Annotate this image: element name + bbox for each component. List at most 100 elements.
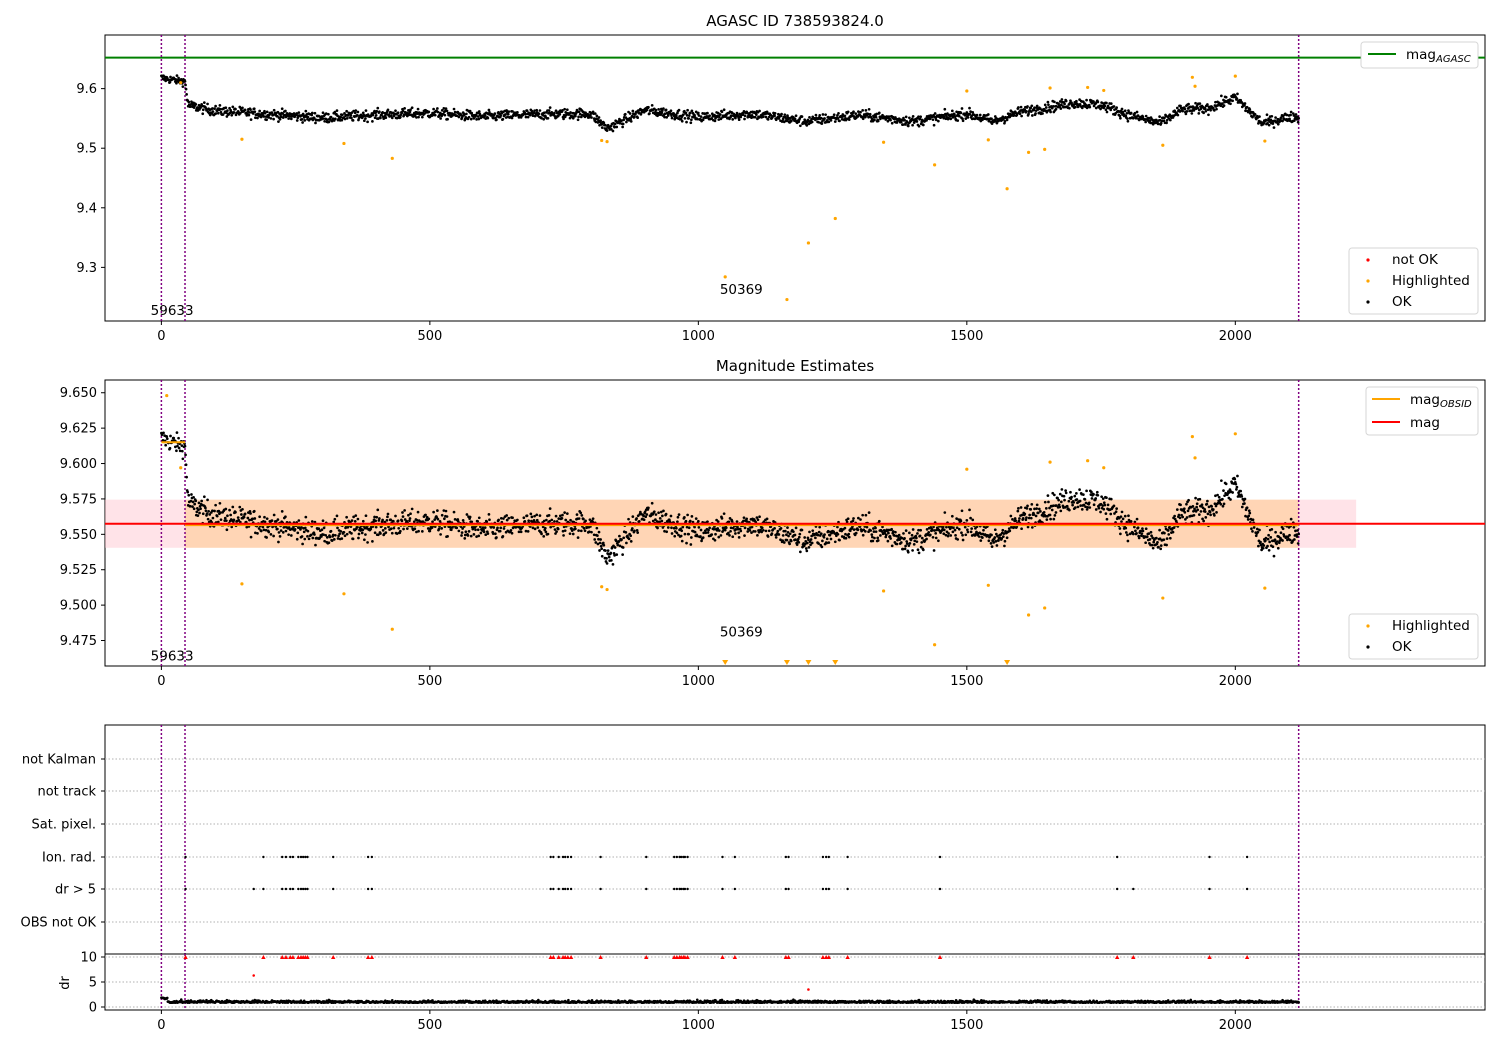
ok-point	[727, 531, 730, 535]
ok-point	[1019, 105, 1023, 109]
ok-point	[861, 533, 865, 537]
ok-point	[228, 508, 231, 512]
ok-point	[439, 117, 442, 120]
ok-point	[469, 534, 473, 538]
ok-point	[1001, 535, 1005, 538]
ok-point	[904, 115, 908, 119]
ok-point	[363, 119, 366, 123]
ok-point	[191, 505, 194, 508]
ok-point	[629, 540, 633, 543]
ok-point	[605, 562, 609, 565]
ok-point	[343, 534, 347, 538]
ok-point	[865, 525, 869, 529]
dr5-flag	[370, 887, 374, 891]
ok-point	[476, 528, 480, 532]
ok-point	[200, 499, 204, 503]
ok-point	[204, 506, 207, 510]
ok-point	[1229, 498, 1232, 501]
ok-point	[180, 449, 184, 453]
ok-point	[295, 112, 299, 115]
ok-point	[810, 541, 814, 545]
ok-point	[965, 111, 969, 114]
ok-point	[595, 114, 599, 118]
ok-point	[1145, 535, 1149, 539]
ok-point	[788, 532, 792, 536]
ok-point	[192, 495, 195, 499]
ok-point	[1105, 110, 1109, 114]
ok-point	[336, 526, 339, 530]
ok-point	[477, 117, 481, 121]
highlighted-point	[342, 592, 346, 596]
ok-point	[821, 113, 825, 116]
ion-rad-flag	[1208, 855, 1211, 859]
ok-point	[571, 532, 575, 536]
ok-point	[1208, 510, 1212, 514]
ok-point	[472, 117, 476, 120]
ok-point	[925, 537, 928, 541]
ok-point	[1097, 506, 1101, 510]
ok-point	[1047, 103, 1050, 107]
ok-point	[265, 536, 268, 539]
ok-point	[168, 446, 172, 450]
ion-rad-flag	[733, 855, 737, 859]
ok-point	[576, 536, 580, 539]
ok-point	[723, 528, 727, 532]
ok-point	[504, 113, 507, 116]
dr5-flag	[304, 887, 307, 891]
ok-point	[214, 104, 217, 108]
ok-point	[699, 115, 703, 118]
ok-point	[1134, 529, 1137, 533]
ok-point	[547, 109, 551, 112]
ok-point	[175, 431, 179, 434]
ok-point	[219, 107, 222, 111]
ok-point	[486, 532, 490, 535]
ok-point	[409, 512, 412, 516]
ok-point	[1165, 121, 1168, 125]
ok-point	[680, 539, 684, 543]
ok-point	[1018, 517, 1021, 520]
ok-point	[817, 120, 820, 124]
ok-point	[684, 519, 688, 523]
ok-point	[844, 536, 848, 540]
ok-point	[564, 518, 568, 522]
ok-point	[889, 118, 892, 122]
ok-point	[253, 110, 257, 114]
ok-point	[1198, 102, 1202, 105]
ok-point	[1092, 503, 1096, 507]
ok-point	[1017, 106, 1020, 109]
ok-point	[556, 114, 560, 118]
ok-point	[165, 437, 169, 441]
ok-point	[436, 107, 439, 110]
ok-point	[1203, 507, 1207, 511]
ok-point	[945, 525, 948, 529]
ok-point	[993, 528, 997, 532]
ok-point	[1253, 113, 1257, 116]
ok-point	[535, 108, 539, 112]
ok-point	[1049, 517, 1052, 521]
ok-point	[1067, 499, 1071, 503]
ok-point	[1251, 518, 1255, 522]
ok-point	[342, 530, 346, 534]
ok-point	[324, 112, 328, 115]
ok-point	[917, 551, 921, 555]
ok-point	[375, 515, 379, 519]
ok-point	[267, 530, 271, 534]
ok-point	[1060, 98, 1064, 101]
ok-point	[374, 114, 378, 117]
ok-point	[546, 116, 550, 120]
ok-point	[1234, 482, 1238, 486]
ok-point	[987, 539, 991, 543]
ok-point	[915, 536, 918, 540]
ok-point	[196, 514, 200, 517]
ok-point	[1092, 100, 1095, 103]
ok-point	[890, 544, 894, 548]
ok-point	[1197, 513, 1201, 517]
ok-point	[258, 109, 261, 113]
ok-point	[496, 526, 499, 530]
y-tick-label: 9.625	[60, 422, 97, 437]
ok-point	[635, 528, 639, 532]
ok-point	[345, 117, 349, 120]
ok-point	[1141, 529, 1145, 533]
ok-point	[1019, 506, 1023, 509]
dr5-flag	[299, 887, 303, 891]
